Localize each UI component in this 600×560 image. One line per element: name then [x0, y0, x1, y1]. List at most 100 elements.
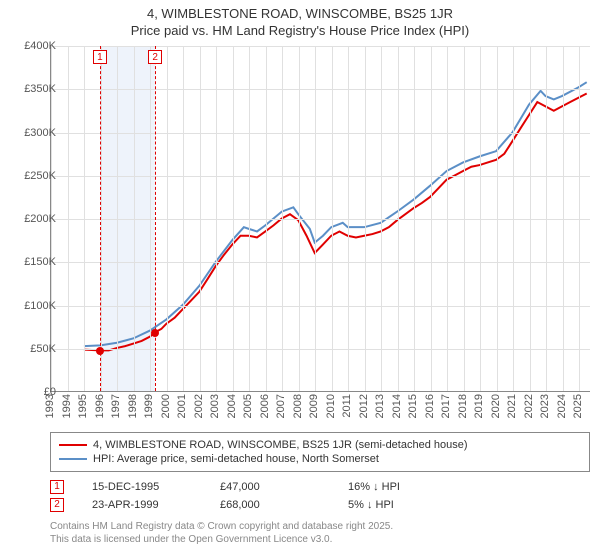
- gridline-h: [51, 262, 590, 263]
- xtick-label: 1995: [77, 394, 89, 418]
- gridline-v: [332, 46, 333, 391]
- xtick-label: 2020: [490, 394, 502, 418]
- title-line-2: Price paid vs. HM Land Registry's House …: [0, 23, 600, 40]
- legend-label: HPI: Average price, semi-detached house,…: [93, 453, 379, 465]
- gridline-h: [51, 133, 590, 134]
- footnote: Contains HM Land Registry data © Crown c…: [50, 520, 393, 546]
- gridline-v: [530, 46, 531, 391]
- xtick-label: 2011: [341, 394, 353, 418]
- title-block: 4, WIMBLESTONE ROAD, WINSCOMBE, BS25 1JR…: [0, 0, 600, 40]
- gridline-v: [68, 46, 69, 391]
- gridline-h: [51, 89, 590, 90]
- gridline-v: [299, 46, 300, 391]
- marker-delta: 5% ↓ HPI: [348, 499, 448, 511]
- gridline-v: [464, 46, 465, 391]
- marker-date: 23-APR-1999: [92, 499, 192, 511]
- sale-marker-row: 1 15-DEC-1995 £47,000 16% ↓ HPI: [50, 478, 590, 496]
- ytick-label: £300K: [24, 127, 56, 139]
- chart-plot-area: 12: [50, 46, 590, 392]
- marker-badge: 1: [50, 480, 64, 494]
- xtick-label: 2014: [391, 394, 403, 418]
- gridline-v: [579, 46, 580, 391]
- ytick-label: £50K: [30, 343, 56, 355]
- sale-dot: [151, 329, 159, 337]
- legend-item: 4, WIMBLESTONE ROAD, WINSCOMBE, BS25 1JR…: [59, 438, 581, 452]
- title-line-1: 4, WIMBLESTONE ROAD, WINSCOMBE, BS25 1JR: [0, 6, 600, 23]
- xtick-label: 2023: [539, 394, 551, 418]
- gridline-v: [381, 46, 382, 391]
- legend-swatch: [59, 444, 87, 446]
- marker-price: £68,000: [220, 499, 320, 511]
- ytick-label: £150K: [24, 256, 56, 268]
- gridline-v: [167, 46, 168, 391]
- gridline-v: [431, 46, 432, 391]
- xtick-label: 2002: [193, 394, 205, 418]
- gridline-v: [200, 46, 201, 391]
- gridline-v: [447, 46, 448, 391]
- xtick-label: 1998: [127, 394, 139, 418]
- series-line-hpi: [84, 82, 587, 346]
- xtick-label: 2003: [209, 394, 221, 418]
- xtick-label: 2006: [259, 394, 271, 418]
- xtick-label: 2016: [424, 394, 436, 418]
- gridline-v: [183, 46, 184, 391]
- gridline-h: [51, 349, 590, 350]
- marker-line: [100, 46, 101, 391]
- ytick-label: £250K: [24, 170, 56, 182]
- footnote-line: This data is licensed under the Open Gov…: [50, 533, 393, 546]
- gridline-v: [84, 46, 85, 391]
- xtick-label: 2012: [358, 394, 370, 418]
- xtick-label: 2015: [407, 394, 419, 418]
- legend-item: HPI: Average price, semi-detached house,…: [59, 452, 581, 466]
- xtick-label: 2013: [374, 394, 386, 418]
- gridline-v: [315, 46, 316, 391]
- xtick-label: 2001: [176, 394, 188, 418]
- chart-marker-badge: 1: [93, 50, 107, 64]
- ytick-label: £100K: [24, 300, 56, 312]
- chart-marker-badge: 2: [148, 50, 162, 64]
- gridline-h: [51, 219, 590, 220]
- gridline-v: [233, 46, 234, 391]
- ytick-label: £350K: [24, 83, 56, 95]
- xtick-label: 2009: [308, 394, 320, 418]
- xtick-label: 2019: [473, 394, 485, 418]
- chart-container: 4, WIMBLESTONE ROAD, WINSCOMBE, BS25 1JR…: [0, 0, 600, 560]
- gridline-v: [513, 46, 514, 391]
- sale-markers-block: 1 15-DEC-1995 £47,000 16% ↓ HPI 2 23-APR…: [50, 478, 590, 514]
- marker-price: £47,000: [220, 481, 320, 493]
- xtick-label: 1997: [110, 394, 122, 418]
- marker-delta: 16% ↓ HPI: [348, 481, 448, 493]
- xtick-label: 2007: [275, 394, 287, 418]
- xtick-label: 2021: [506, 394, 518, 418]
- xtick-label: 1993: [44, 394, 56, 418]
- xtick-label: 1996: [94, 394, 106, 418]
- gridline-v: [563, 46, 564, 391]
- xtick-label: 2010: [325, 394, 337, 418]
- ytick-label: £200K: [24, 213, 56, 225]
- legend-label: 4, WIMBLESTONE ROAD, WINSCOMBE, BS25 1JR…: [93, 439, 468, 451]
- gridline-v: [282, 46, 283, 391]
- footnote-line: Contains HM Land Registry data © Crown c…: [50, 520, 393, 533]
- gridline-v: [480, 46, 481, 391]
- marker-line: [155, 46, 156, 391]
- xtick-label: 2017: [440, 394, 452, 418]
- gridline-v: [117, 46, 118, 391]
- xtick-label: 2004: [226, 394, 238, 418]
- xtick-label: 2000: [160, 394, 172, 418]
- gridline-v: [398, 46, 399, 391]
- sale-dot: [96, 347, 104, 355]
- gridline-v: [266, 46, 267, 391]
- gridline-v: [497, 46, 498, 391]
- chart-legend: 4, WIMBLESTONE ROAD, WINSCOMBE, BS25 1JR…: [50, 432, 590, 472]
- gridline-v: [365, 46, 366, 391]
- gridline-h: [51, 46, 590, 47]
- xtick-label: 2025: [572, 394, 584, 418]
- xtick-label: 2008: [292, 394, 304, 418]
- sale-marker-row: 2 23-APR-1999 £68,000 5% ↓ HPI: [50, 496, 590, 514]
- xtick-label: 2005: [242, 394, 254, 418]
- gridline-h: [51, 176, 590, 177]
- gridline-v: [414, 46, 415, 391]
- xtick-label: 2022: [523, 394, 535, 418]
- xtick-label: 1994: [61, 394, 73, 418]
- gridline-v: [546, 46, 547, 391]
